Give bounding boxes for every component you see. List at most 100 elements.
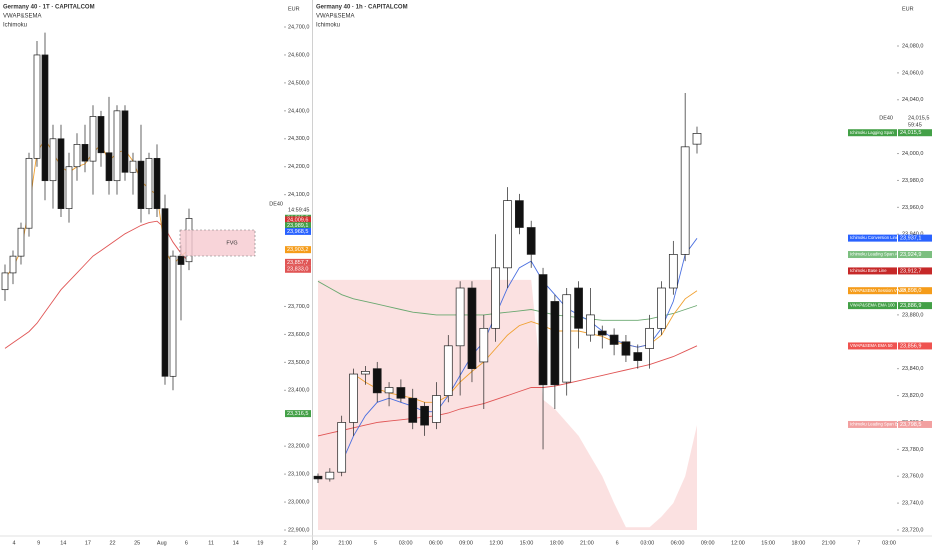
candle-body <box>408 397 418 423</box>
y-tick-label: 23,700,0 <box>288 304 309 310</box>
candle-body <box>562 294 572 383</box>
x-tick-label: 5 <box>374 540 377 546</box>
x-tick-label: 14 <box>233 540 239 546</box>
y-tick-label: 23,880,0 <box>902 312 923 318</box>
series-name: VWAP&SEMA EMA 50 <box>850 343 893 348</box>
symbol-label: DE40 <box>879 115 893 121</box>
candle-body <box>574 287 583 329</box>
indicator-line <box>317 345 698 437</box>
x-tick-label: 21:00 <box>338 540 352 546</box>
price-label: 23,989,1 <box>287 223 308 229</box>
x-tick-label: 30 <box>312 540 318 546</box>
candle-body <box>97 116 105 154</box>
indicator-name: VWAP&SEMA <box>316 14 354 20</box>
price-label-box <box>285 246 311 254</box>
series-name-box <box>848 420 897 428</box>
candle-body <box>420 405 429 426</box>
y-tick-label: 23,960,0 <box>902 205 923 211</box>
y-tick-label: 24,200,0 <box>288 164 309 170</box>
countdown: 59:45 <box>908 122 922 128</box>
price-label: 23,857,7 <box>287 260 308 266</box>
y-tick-label: 23,720,0 <box>902 527 923 533</box>
candle-body <box>384 387 394 394</box>
currency-label: EUR <box>288 6 300 12</box>
price-label-box <box>285 227 311 235</box>
candle-body <box>479 327 489 363</box>
y-tick-label: 24,300,0 <box>288 136 309 142</box>
price-label-box <box>285 222 311 230</box>
price-label: 23,798,5 <box>900 422 921 428</box>
candle-body <box>514 200 524 228</box>
candle-body <box>33 54 41 159</box>
candle-body <box>503 200 512 269</box>
y-tick-label: 23,200,0 <box>288 444 309 450</box>
y-tick-label: 22,900,0 <box>288 527 309 533</box>
candle-body <box>313 475 323 480</box>
y-tick-label: 23,760,0 <box>902 474 923 480</box>
candle-body <box>645 327 654 349</box>
candle-body <box>597 330 607 336</box>
candle-body <box>129 160 137 173</box>
series-name: VWAP&SEMA EMA 100 <box>850 303 895 308</box>
candle-body <box>526 227 536 255</box>
candle-body <box>443 345 453 396</box>
y-tick-label: 23,500,0 <box>288 360 309 366</box>
price-label: 23,903,2 <box>287 247 308 253</box>
candle-body <box>467 287 477 370</box>
candle-body <box>361 371 370 375</box>
price-label-box <box>898 342 932 350</box>
price-label: 24,015,5 <box>900 130 921 136</box>
price-label: 23,856,9 <box>900 343 921 349</box>
cloud-area <box>318 279 697 530</box>
x-tick-label: 06:00 <box>429 540 443 546</box>
candle-body <box>1 272 9 291</box>
x-tick-label: 03:00 <box>399 540 413 546</box>
price-label: 23,833,0 <box>287 267 308 273</box>
candle-body <box>57 138 65 209</box>
series-name: Ichimoku Base Line <box>850 268 887 273</box>
indicator-name: VWAP&SEMA <box>3 14 41 20</box>
left-chart: Germany 40 · 1T · CAPITALCOM VWAP&SEMA Ich… <box>1 5 311 546</box>
x-tick-label: 15:00 <box>520 540 534 546</box>
x-tick-label: 2 <box>283 540 286 546</box>
candle-body <box>633 352 643 361</box>
candle-body <box>692 133 702 145</box>
candle-body <box>491 267 501 329</box>
x-tick-label: 9 <box>37 540 40 546</box>
price-label-box <box>285 410 311 418</box>
x-tick-label: 7 <box>857 540 860 546</box>
fvg-label: FVG <box>226 240 237 246</box>
y-tick-label: 24,700,0 <box>288 24 309 30</box>
x-tick-label: 12:00 <box>731 540 745 546</box>
candle-body <box>337 422 347 473</box>
series-name: Ichimoku Conversion Line <box>850 235 899 240</box>
x-tick-label: 6 <box>616 540 619 546</box>
candle-body <box>25 157 33 229</box>
x-tick-label: 03:00 <box>882 540 896 546</box>
price-label: 23,912,7 <box>900 268 921 274</box>
y-tick-label: 24,600,0 <box>288 52 309 58</box>
price-label: 23,316,5 <box>287 411 308 417</box>
candle-body <box>161 208 169 377</box>
candle-body <box>657 287 666 329</box>
candle-body <box>41 54 49 182</box>
y-tick-label: 23,100,0 <box>288 472 309 478</box>
series-name-box <box>848 251 897 259</box>
indicator-name: Ichimoku <box>3 23 27 29</box>
series-name: Ichimoku Leading Span B <box>850 422 898 427</box>
candle-body <box>668 254 678 289</box>
series-name-box <box>848 302 897 310</box>
price-label: 23,886,9 <box>900 303 921 309</box>
indicator-line <box>4 220 190 349</box>
x-tick-label: 06:00 <box>671 540 685 546</box>
countdown: 14:59:45 <box>288 207 309 213</box>
candle-body <box>105 152 113 182</box>
candle-body <box>145 157 153 209</box>
price-label-box <box>285 216 311 224</box>
candle-body <box>9 255 17 274</box>
y-tick-label: 23,980,0 <box>902 178 923 184</box>
y-tick-label: 24,400,0 <box>288 108 309 114</box>
right-chart: Germany 40 · 1h · CAPITALCOM VWAP&SEMA Ich… <box>312 5 932 546</box>
series-name-box <box>848 234 897 242</box>
